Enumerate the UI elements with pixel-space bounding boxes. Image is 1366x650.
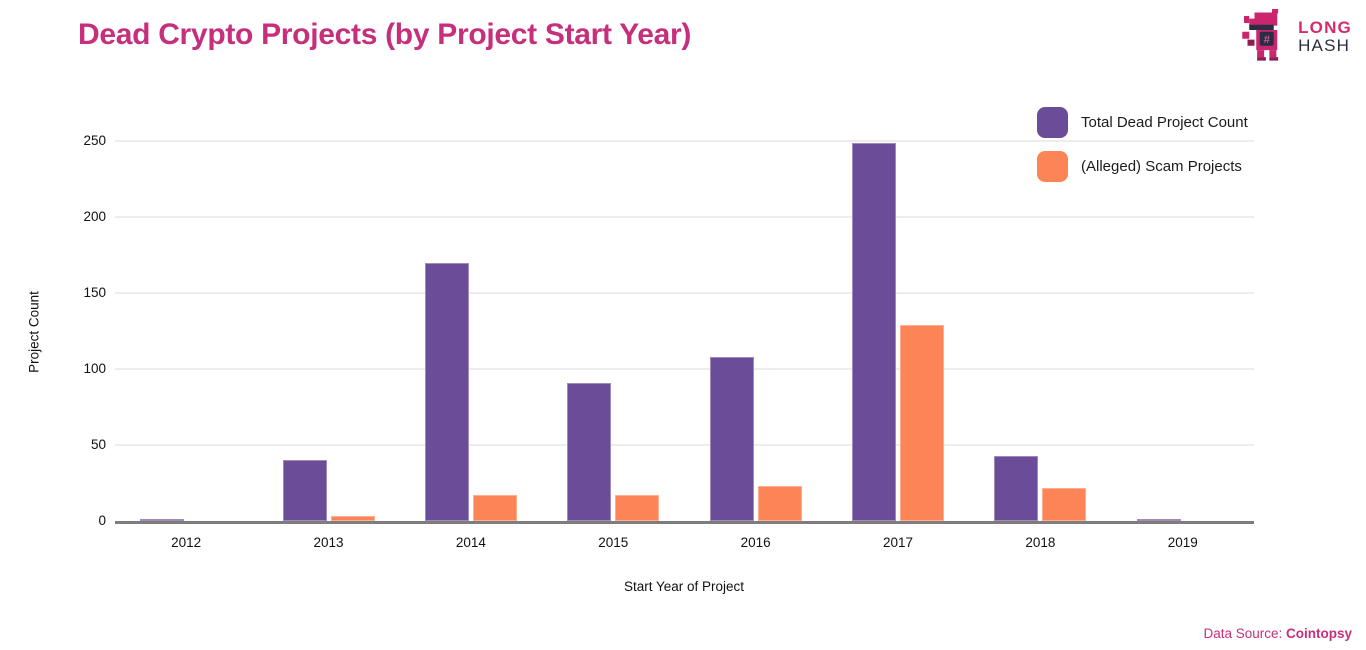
y-tick-label: 150 bbox=[83, 285, 106, 300]
bar-dead-2017 bbox=[852, 143, 897, 521]
bar-dead-2015 bbox=[567, 383, 612, 521]
x-axis-line bbox=[115, 521, 1254, 524]
gridline bbox=[115, 368, 1254, 370]
legend-swatch bbox=[1037, 151, 1068, 182]
y-tick-label: 50 bbox=[90, 437, 106, 452]
page-title: Dead Crypto Projects (by Project Start Y… bbox=[78, 18, 692, 51]
logo-wordmark: LONG HASH bbox=[1298, 19, 1352, 55]
x-tick-label: 2013 bbox=[313, 535, 344, 550]
bar-dead-2014 bbox=[424, 263, 469, 521]
data-source-label: Data Source: bbox=[1203, 626, 1286, 641]
bar-dead-2019 bbox=[1136, 519, 1181, 521]
bar-dead-2016 bbox=[709, 357, 754, 521]
x-tick-label: 2019 bbox=[1167, 535, 1198, 550]
bar-scam-2016 bbox=[757, 486, 802, 521]
x-tick-label: 2017 bbox=[883, 535, 914, 550]
x-tick-label: 2016 bbox=[740, 535, 771, 550]
x-tick-label: 2014 bbox=[455, 535, 486, 550]
legend-swatch bbox=[1037, 107, 1068, 138]
bar-scam-2014 bbox=[472, 495, 517, 521]
legend-label: Total Dead Project Count bbox=[1081, 114, 1248, 131]
bar-scam-2018 bbox=[1042, 488, 1087, 521]
x-tick-label: 2018 bbox=[1025, 535, 1056, 550]
bar-dead-2013 bbox=[282, 460, 327, 521]
logo-dino-icon: # bbox=[1242, 9, 1279, 61]
data-source: Data Source: Cointopsy bbox=[1203, 626, 1352, 641]
x-tick-label: 2015 bbox=[598, 535, 629, 550]
x-axis-title: Start Year of Project bbox=[623, 579, 745, 594]
bar-scam-2015 bbox=[615, 495, 660, 521]
logo-word-long: LONG bbox=[1298, 18, 1352, 38]
gridline bbox=[115, 216, 1254, 218]
gridline bbox=[115, 140, 1254, 142]
legend-item-scam: (Alleged) Scam Projects bbox=[1037, 151, 1242, 182]
legend-item-dead: Total Dead Project Count bbox=[1037, 107, 1248, 138]
longhash-logo: # LONG HASH bbox=[1237, 8, 1352, 66]
y-tick-label: 250 bbox=[83, 133, 106, 148]
svg-text:#: # bbox=[1264, 34, 1271, 46]
y-tick-label: 100 bbox=[83, 361, 106, 376]
bar-scam-2017 bbox=[900, 325, 945, 521]
y-tick-label: 0 bbox=[98, 513, 106, 528]
x-tick-label: 2012 bbox=[171, 535, 202, 550]
gridline bbox=[115, 444, 1254, 446]
bar-dead-2018 bbox=[994, 456, 1039, 521]
bar-scam-2013 bbox=[330, 516, 375, 521]
y-tick-label: 200 bbox=[83, 209, 106, 224]
bar-dead-2012 bbox=[140, 519, 185, 521]
gridline bbox=[115, 292, 1254, 294]
logo-word-hash: HASH bbox=[1298, 36, 1351, 55]
legend-label: (Alleged) Scam Projects bbox=[1081, 158, 1242, 175]
data-source-value: Cointopsy bbox=[1286, 626, 1352, 641]
